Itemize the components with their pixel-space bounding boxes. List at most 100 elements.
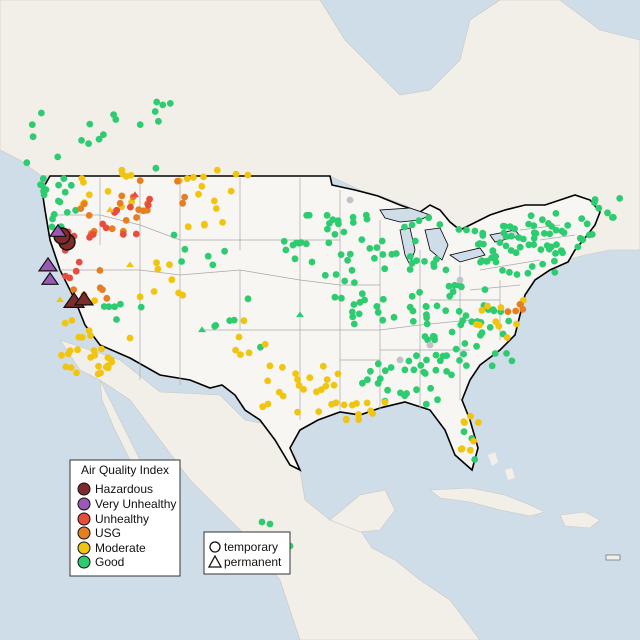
station-marker [323,211,331,219]
station-marker [155,117,162,125]
station-marker [331,293,339,301]
station-marker [211,322,219,330]
station-marker [388,250,396,258]
station-marker [530,241,538,249]
station-marker [390,313,398,321]
station-marker [29,133,37,141]
station-marker [300,386,307,393]
station-marker [442,307,450,315]
station-marker [166,100,174,107]
station-marker [463,226,470,234]
station-marker [413,257,420,264]
station-marker [175,289,183,297]
station-marker [198,326,206,333]
station-marker [77,205,85,213]
station-marker [296,311,304,318]
station-marker [119,231,127,238]
station-marker [484,302,491,310]
station-marker [28,121,36,128]
station-marker [358,290,366,298]
station-marker [477,258,484,266]
station-marker [379,295,387,303]
station-marker [478,329,486,337]
station-marker [374,308,382,316]
station-marker [221,247,229,255]
station-marker [184,223,192,231]
station-marker [62,363,70,371]
station-marker [153,259,160,267]
station-marker [416,288,423,296]
station-marker [558,227,566,235]
station-marker [474,241,482,248]
station-marker [355,416,363,423]
station-marker [334,217,342,225]
unhealthy-label: Unhealthy [95,512,149,526]
station-marker [305,211,313,219]
station-marker [78,137,85,144]
station-marker [61,188,69,196]
station-marker [363,399,371,407]
station-marker [513,271,521,278]
station-marker [537,246,545,254]
station-marker [67,364,75,371]
station-marker [616,195,624,202]
station-marker [524,269,532,277]
station-marker [490,307,498,315]
station-marker [232,170,240,178]
station-marker [170,231,178,239]
station-marker [146,195,154,203]
station-marker [317,386,325,394]
station-marker [376,375,384,383]
station-marker [48,223,56,231]
station-marker [401,392,409,400]
station-marker [481,286,489,293]
station-marker [350,320,358,328]
station-marker [89,231,97,238]
station-marker [371,254,378,262]
station-marker [488,362,496,370]
station-marker [195,190,202,198]
station-marker [330,381,338,389]
station-marker [591,199,598,206]
station-marker [516,301,524,308]
station-marker [291,255,299,263]
station-marker [126,261,134,268]
station-marker [37,256,59,272]
station-marker [546,230,554,238]
station-marker [504,308,512,315]
station-marker [417,362,425,369]
station-marker [519,235,527,243]
station-marker [90,347,98,354]
station-marker [451,281,459,289]
station-marker [41,186,48,194]
station-marker [61,319,69,327]
station-marker [122,217,130,224]
station-marker [144,201,152,209]
station-marker [85,191,93,199]
station-marker [338,294,345,302]
station-marker [356,298,364,306]
station-marker [497,304,505,311]
station-marker [181,245,189,253]
station-marker [294,376,301,383]
station-marker [373,303,381,310]
station-marker [408,292,416,300]
hazardous-swatch [77,482,91,496]
station-marker [610,214,617,221]
station-marker [355,310,363,318]
station-marker [118,192,126,200]
shape-legend: temporary permanent [203,531,291,575]
station-marker [424,336,431,344]
station-marker [423,356,430,364]
station-marker [501,223,509,230]
station-marker [95,135,103,143]
station-marker [588,231,596,238]
station-marker [512,249,520,257]
station-marker [436,221,444,228]
station-marker [266,520,274,528]
station-marker [295,239,303,247]
station-marker [503,334,511,341]
mexico-land [59,339,481,640]
station-marker [275,388,283,396]
station-marker [503,350,510,357]
